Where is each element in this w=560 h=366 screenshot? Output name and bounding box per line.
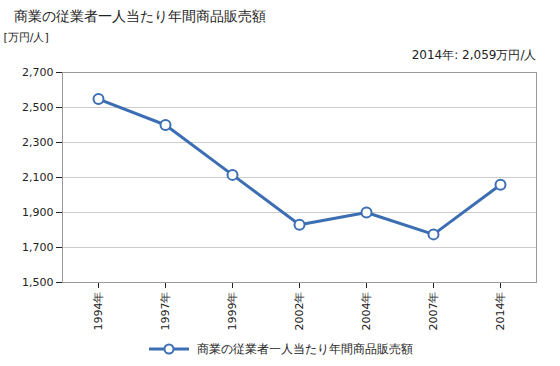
svg-text:2,700: 2,700: [22, 66, 54, 79]
svg-text:2,500: 2,500: [22, 101, 54, 114]
svg-text:2014年: 2,059万円/人: 2014年: 2,059万円/人: [412, 48, 537, 62]
html-text:商業の従業者一人当たり年間商品販売額: 商業の従業者一人当たり年間商品販売額: [14, 8, 266, 24]
svg-text:2014年: 2014年: [494, 292, 507, 331]
svg-text:[万円/人]: [万円/人]: [4, 31, 49, 44]
svg-text:2007年: 2007年: [427, 292, 440, 331]
svg-text:2,300: 2,300: [22, 136, 54, 149]
svg-text:1,700: 1,700: [22, 241, 54, 254]
svg-text:2004年: 2004年: [360, 292, 373, 331]
svg-text:1,500: 1,500: [22, 276, 54, 289]
svg-text:1994年: 1994年: [92, 292, 105, 331]
svg-text:1,900: 1,900: [22, 206, 54, 219]
svg-text:1997年: 1997年: [159, 292, 172, 331]
svg-text:1999年: 1999年: [226, 292, 239, 331]
svg-text:2002年: 2002年: [293, 292, 306, 331]
svg-text:2,100: 2,100: [22, 171, 54, 184]
html-text:商業の従業者一人当たり年間商品販売額: 商業の従業者一人当たり年間商品販売額: [197, 341, 413, 356]
